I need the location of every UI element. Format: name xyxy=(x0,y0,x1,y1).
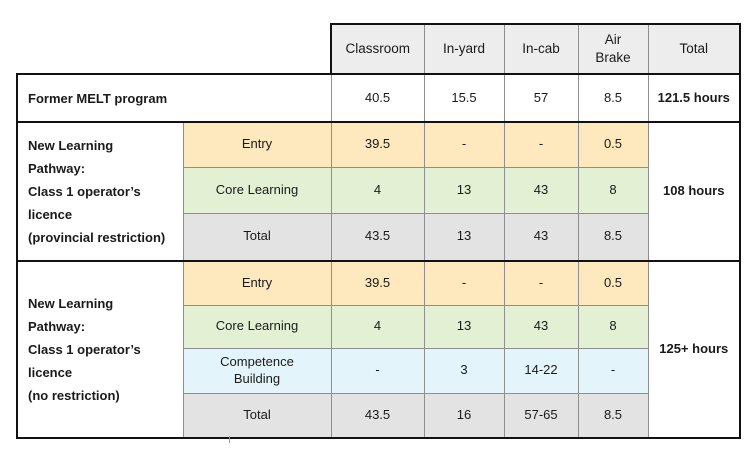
restricted-label-line: licence xyxy=(28,207,73,222)
restricted-pathway-label: New Learning Pathway: Class 1 operator’s… xyxy=(16,121,184,262)
header-in-yard: In-yard xyxy=(423,23,505,75)
restricted-total: 108 hours xyxy=(647,121,741,262)
unrestricted-competence-classroom: - xyxy=(330,347,425,394)
unrestricted-core-in-yard: 13 xyxy=(423,304,505,349)
unrestricted-core-classroom: 4 xyxy=(330,304,425,349)
header-classroom: Classroom xyxy=(330,23,425,75)
former-air-brake: 8.5 xyxy=(577,73,649,123)
restricted-label-line: Pathway: xyxy=(28,161,86,176)
restricted-entry-air-brake: 0.5 xyxy=(577,121,649,168)
former-melt-label: Former MELT program xyxy=(16,73,332,123)
restricted-core-classroom: 4 xyxy=(330,166,425,214)
header-total: Total xyxy=(647,23,741,75)
unrestricted-entry-in-cab: - xyxy=(503,260,579,306)
unrestricted-label-line: Class 1 operator’s xyxy=(28,342,141,357)
restricted-total-in-yard: 13 xyxy=(423,212,505,262)
former-total: 121.5 hours xyxy=(647,73,741,123)
unrestricted-competence-in-yard: 3 xyxy=(423,347,505,394)
restricted-entry-name: Entry xyxy=(182,121,332,168)
unrestricted-label-line: Pathway: xyxy=(28,319,86,334)
unrestricted-entry-classroom: 39.5 xyxy=(330,260,425,306)
unrestricted-entry-name: Entry xyxy=(182,260,332,306)
former-in-yard: 15.5 xyxy=(423,73,505,123)
unrestricted-pathway-label: New Learning Pathway: Class 1 operator’s… xyxy=(16,260,184,439)
unrestricted-entry-air-brake: 0.5 xyxy=(577,260,649,306)
unrestricted-total-classroom: 43.5 xyxy=(330,392,425,439)
header-air-brake: Air Brake xyxy=(577,23,649,75)
restricted-entry-in-cab: - xyxy=(503,121,579,168)
unrestricted-competence-air-brake: - xyxy=(577,347,649,394)
restricted-total-name: Total xyxy=(182,212,332,262)
restricted-entry-classroom: 39.5 xyxy=(330,121,425,168)
restricted-label-line: (provincial restriction) xyxy=(28,230,166,245)
unrestricted-total-in-yard: 16 xyxy=(423,392,505,439)
unrestricted-core-in-cab: 43 xyxy=(503,304,579,349)
unrestricted-total-air-brake: 8.5 xyxy=(577,392,649,439)
restricted-core-in-yard: 13 xyxy=(423,166,505,214)
restricted-total-classroom: 43.5 xyxy=(330,212,425,262)
unrestricted-total-in-cab: 57-65 xyxy=(503,392,579,439)
restricted-core-name: Core Learning xyxy=(182,166,332,214)
unrestricted-entry-in-yard: - xyxy=(423,260,505,306)
restricted-total-air-brake: 8.5 xyxy=(577,212,649,262)
header-in-cab: In-cab xyxy=(503,23,579,75)
melt-comparison-table: Classroom In-yard In-cab Air Brake Total… xyxy=(16,23,741,439)
unrestricted-label-line: (no restriction) xyxy=(28,388,120,403)
restricted-label-line: New Learning xyxy=(28,138,114,153)
former-classroom: 40.5 xyxy=(330,73,425,123)
unrestricted-core-air-brake: 8 xyxy=(577,304,649,349)
former-in-cab: 57 xyxy=(503,73,579,123)
restricted-core-in-cab: 43 xyxy=(503,166,579,214)
unrestricted-core-name: Core Learning xyxy=(182,304,332,349)
restricted-label-line: Class 1 operator’s xyxy=(28,184,141,199)
unrestricted-label-line: licence xyxy=(28,365,73,380)
restricted-entry-in-yard: - xyxy=(423,121,505,168)
restricted-total-in-cab: 43 xyxy=(503,212,579,262)
stray-mark xyxy=(229,436,230,443)
restricted-core-air-brake: 8 xyxy=(577,166,649,214)
header-blank-cell xyxy=(17,24,331,75)
unrestricted-total: 125+ hours xyxy=(647,260,741,439)
unrestricted-label-line: New Learning xyxy=(28,296,114,311)
unrestricted-competence-name: Competence Building xyxy=(182,347,332,394)
unrestricted-total-name: Total xyxy=(182,392,332,439)
unrestricted-competence-in-cab: 14-22 xyxy=(503,347,579,394)
